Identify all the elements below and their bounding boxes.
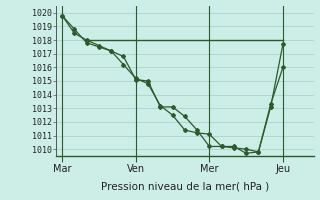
X-axis label: Pression niveau de la mer( hPa ): Pression niveau de la mer( hPa ) <box>101 181 269 191</box>
